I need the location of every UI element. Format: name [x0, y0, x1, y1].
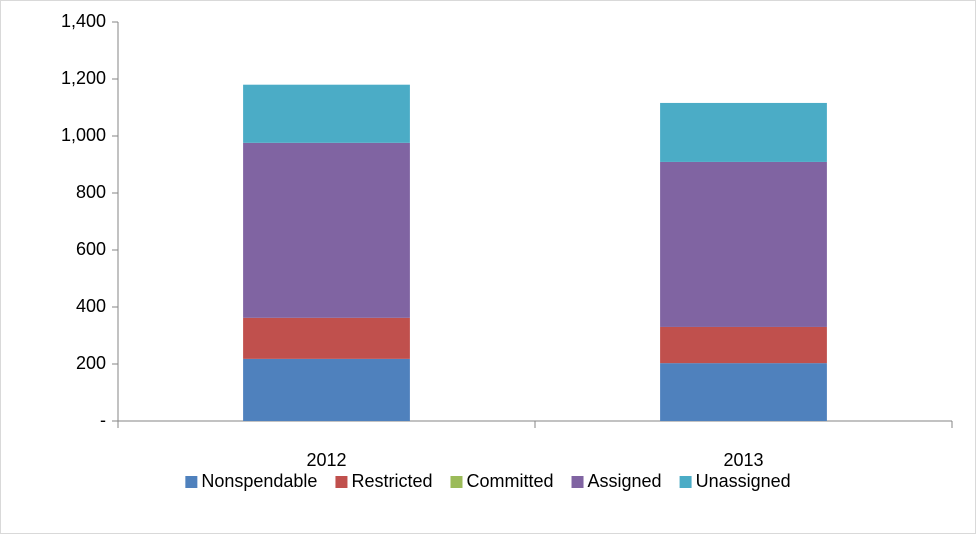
x-tick-label: 2013 — [723, 450, 763, 470]
legend-swatch — [571, 476, 584, 488]
y-tick-label: 400 — [76, 296, 106, 316]
legend-swatch — [450, 476, 463, 488]
legend-label: Assigned — [588, 471, 662, 491]
legend-swatch — [335, 476, 348, 488]
bar-segment — [243, 84, 410, 143]
legend-label: Unassigned — [696, 471, 791, 491]
legend-label: Committed — [466, 471, 553, 491]
bar-segment — [660, 326, 827, 364]
bar-segment — [660, 102, 827, 162]
bar-segment — [660, 161, 827, 327]
bar-segment — [243, 317, 410, 359]
bar-segment — [660, 363, 827, 421]
legend-swatch — [679, 476, 692, 488]
y-tick-label: 200 — [76, 353, 106, 373]
x-tick-label: 2012 — [306, 450, 346, 470]
y-tick-label: 600 — [76, 239, 106, 259]
legend-label: Restricted — [351, 471, 432, 491]
y-tick-label: 1,000 — [61, 125, 106, 145]
y-tick-label: - — [100, 410, 106, 430]
y-tick-label: 1,400 — [61, 11, 106, 31]
y-tick-label: 800 — [76, 182, 106, 202]
bar-segment — [243, 142, 410, 318]
y-tick-label: 1,200 — [61, 68, 106, 88]
bar-segment — [243, 358, 410, 421]
legend-label: Nonspendable — [201, 471, 317, 491]
legend-swatch — [185, 476, 198, 488]
